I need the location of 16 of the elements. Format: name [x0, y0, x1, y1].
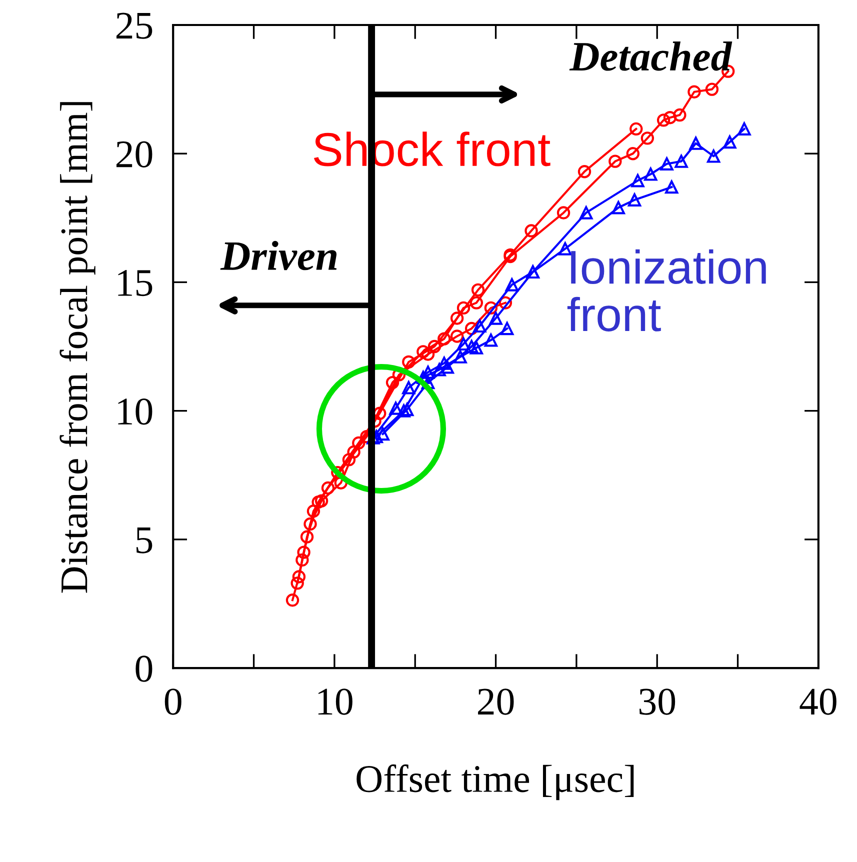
x-tick-label: 30 — [640, 688, 676, 715]
y-tick-label: 15 — [118, 270, 152, 296]
y-tick-label: 0 — [136, 656, 152, 682]
x-tick-label: 10 — [318, 688, 352, 715]
y-axis-title: Distance from focal point [mm] — [60, 102, 96, 593]
x-tick-label: 40 — [800, 688, 836, 715]
x-axis-title: Offset time [μsec] — [356, 764, 634, 800]
annotation: Detached — [569, 41, 732, 71]
annotation: Driven — [220, 240, 337, 270]
y-tick-label: 20 — [116, 141, 152, 168]
y-tick-label: 25 — [116, 12, 152, 39]
x-tick-label: 20 — [478, 688, 514, 715]
y-tick-label: 5 — [136, 527, 152, 554]
y-tick-label: 10 — [118, 398, 152, 425]
series-label: Ionization front — [567, 249, 766, 332]
x-tick-label: 0 — [164, 688, 182, 715]
